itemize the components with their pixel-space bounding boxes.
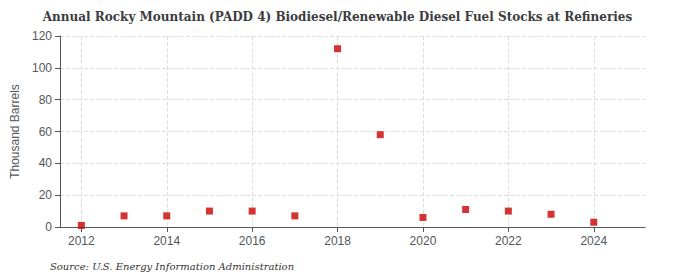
- svg-text:40: 40: [39, 156, 53, 170]
- svg-text:Annual Rocky Mountain (PADD 4): Annual Rocky Mountain (PADD 4) Biodiesel…: [42, 10, 633, 24]
- svg-text:Thousand Barrels: Thousand Barrels: [8, 84, 22, 179]
- svg-text:20: 20: [39, 188, 53, 202]
- svg-text:120: 120: [32, 29, 52, 43]
- svg-text:2012: 2012: [68, 234, 95, 248]
- svg-text:2014: 2014: [153, 234, 180, 248]
- svg-text:80: 80: [39, 93, 53, 107]
- svg-text:2024: 2024: [580, 234, 607, 248]
- svg-text:2016: 2016: [239, 234, 266, 248]
- svg-text:0: 0: [45, 220, 52, 234]
- svg-text:2020: 2020: [410, 234, 437, 248]
- svg-text:2022: 2022: [495, 234, 522, 248]
- svg-text:Source: U.S. Energy Informatio: Source: U.S. Energy Information Administ…: [50, 261, 294, 272]
- svg-text:60: 60: [39, 125, 53, 139]
- svg-text:100: 100: [32, 61, 52, 75]
- svg-text:2018: 2018: [324, 234, 351, 248]
